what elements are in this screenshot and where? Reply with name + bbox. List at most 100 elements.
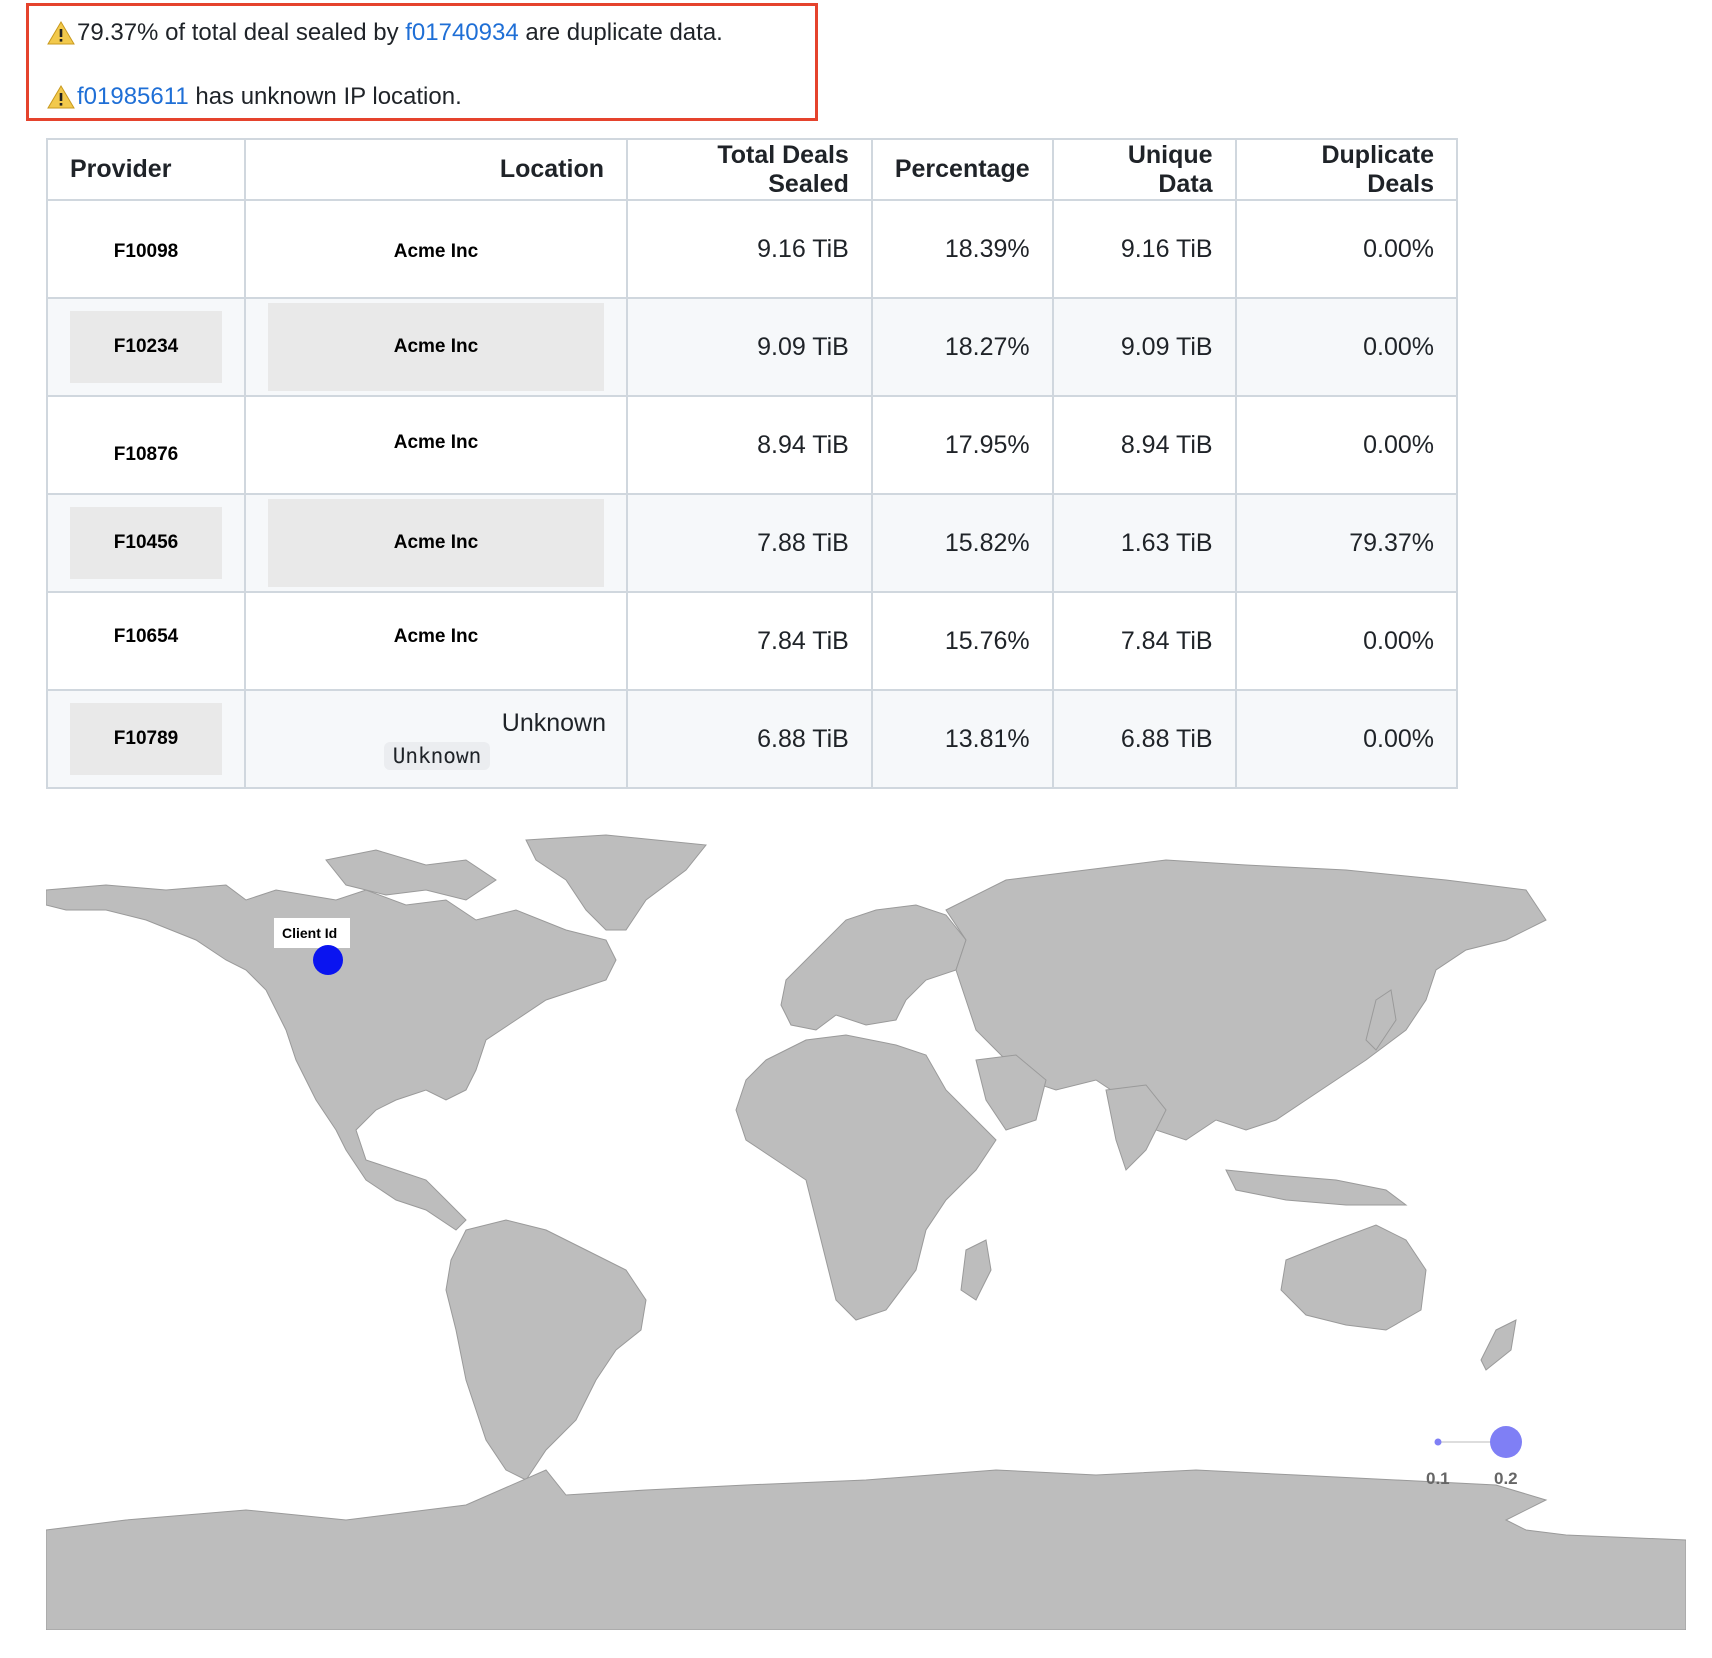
column-header-percentage: Percentage: [870, 138, 1054, 201]
unique-data-cell: 6.88 TiB: [1051, 689, 1237, 789]
column-header-location: Location: [244, 138, 628, 201]
provider-id: F10098: [113, 240, 179, 262]
client-marker[interactable]: Client Id: [274, 918, 350, 975]
provider-cell: F10654: [46, 591, 246, 691]
madagascar-shape: [960, 1239, 992, 1301]
location-name: Acme Inc: [393, 240, 479, 262]
size-legend-small-circle: [1434, 1438, 1442, 1446]
north-america-shape: [45, 884, 617, 1231]
greenland-shape: [525, 834, 707, 931]
location-name: Acme Inc: [268, 499, 604, 587]
duplicate-data-alert: 79.37% of total deal sealed by f01740934…: [47, 18, 723, 48]
size-legend-large-circle: [1490, 1426, 1522, 1458]
percentage-cell: 18.39%: [870, 199, 1054, 299]
indonesia-shape: [1225, 1169, 1408, 1206]
provider-id: F10876: [113, 443, 179, 465]
provider-id: F10789: [70, 703, 222, 775]
provider-id: F10654: [113, 626, 179, 647]
alert-text: are duplicate data.: [525, 19, 723, 46]
arabia-shape: [975, 1054, 1047, 1131]
size-legend: 0.1 0.2: [1426, 1426, 1522, 1488]
total-deals-cell: 6.88 TiB: [626, 689, 873, 789]
duplicate-deals-cell: 0.00%: [1234, 591, 1459, 691]
location-cell: Acme Inc: [244, 493, 628, 593]
provider-link[interactable]: f01740934: [405, 19, 519, 46]
percentage-cell: 18.27%: [870, 297, 1054, 397]
percentage-cell: 15.82%: [870, 493, 1054, 593]
antarctica-shape: [45, 1469, 1687, 1631]
location-name: Unknown: [501, 708, 606, 737]
land-masses: [45, 834, 1687, 1631]
location-name: Acme Inc: [393, 432, 479, 453]
south-america-shape: [445, 1219, 647, 1481]
column-header-total-deals: Total Deals Sealed: [626, 138, 873, 201]
warning-icon: [47, 85, 75, 109]
world-map-svg: Client Id 0.1 0.2: [45, 834, 1687, 1631]
europe-shape: [780, 904, 967, 1031]
provider-link[interactable]: f01985611: [77, 83, 189, 110]
column-header-duplicate-deals: Duplicate Deals: [1234, 138, 1459, 201]
percentage-cell: 17.95%: [870, 395, 1054, 495]
table-header-row: Provider Location Total Deals Sealed Per…: [46, 138, 1459, 201]
location-cell: Acme Inc: [244, 199, 628, 299]
table-row: F10234 Acme Inc 9.09 TiB 18.27% 9.09 TiB…: [46, 297, 1459, 397]
duplicate-deals-cell: 79.37%: [1234, 493, 1459, 593]
table-row: F10098 Acme Inc 9.16 TiB 18.39% 9.16 TiB…: [46, 199, 1459, 299]
total-deals-cell: 7.84 TiB: [626, 591, 873, 691]
japan-shape: [1365, 989, 1397, 1051]
world-map[interactable]: Client Id 0.1 0.2: [45, 830, 1687, 1631]
alert-text: 79.37% of total deal sealed by: [77, 19, 399, 46]
provider-cell: F10876: [46, 395, 246, 495]
asia-shape: [945, 859, 1547, 1141]
total-deals-cell: 7.88 TiB: [626, 493, 873, 593]
warning-icon: [47, 21, 75, 45]
location-code: Unknown: [383, 741, 491, 770]
provider-id: F10234: [70, 311, 222, 383]
size-legend-label-large: 0.2: [1494, 1469, 1518, 1488]
provider-cell: F10098: [46, 199, 246, 299]
alert-text: has unknown IP location.: [195, 83, 462, 110]
unique-data-cell: 8.94 TiB: [1051, 395, 1237, 495]
duplicate-deals-cell: 0.00%: [1234, 689, 1459, 789]
size-legend-label-small: 0.1: [1426, 1469, 1450, 1488]
total-deals-cell: 9.09 TiB: [626, 297, 873, 397]
duplicate-deals-cell: 0.00%: [1234, 395, 1459, 495]
unique-data-cell: 9.16 TiB: [1051, 199, 1237, 299]
column-header-provider: Provider: [46, 138, 246, 201]
provider-table: Provider Location Total Deals Sealed Per…: [46, 138, 1459, 789]
table-row: F10789 Unknown Unknown 6.88 TiB 13.81% 6…: [46, 689, 1459, 789]
provider-cell: F10456: [46, 493, 246, 593]
unique-data-cell: 9.09 TiB: [1051, 297, 1237, 397]
marker-label-box: [274, 918, 350, 948]
location-name: Acme Inc: [268, 303, 604, 391]
total-deals-cell: 9.16 TiB: [626, 199, 873, 299]
marker-label: Client Id: [282, 925, 337, 941]
table-row: F10654 Acme Inc 7.84 TiB 15.76% 7.84 TiB…: [46, 591, 1459, 691]
percentage-cell: 13.81%: [870, 689, 1054, 789]
alert-box: 79.37% of total deal sealed by f01740934…: [26, 3, 818, 121]
australia-shape: [1280, 1224, 1427, 1331]
location-name: Acme Inc: [393, 626, 479, 647]
unique-data-cell: 7.84 TiB: [1051, 591, 1237, 691]
duplicate-deals-cell: 0.00%: [1234, 199, 1459, 299]
location-cell: Acme Inc: [244, 591, 628, 691]
column-header-unique-data: Unique Data: [1051, 138, 1237, 201]
location-cell: Acme Inc: [244, 297, 628, 397]
duplicate-deals-cell: 0.00%: [1234, 297, 1459, 397]
location-cell: Acme Inc: [244, 395, 628, 495]
table-row: F10456 Acme Inc 7.88 TiB 15.82% 1.63 TiB…: [46, 493, 1459, 593]
unique-data-cell: 1.63 TiB: [1051, 493, 1237, 593]
india-shape: [1105, 1084, 1167, 1171]
arctic-islands-shape: [325, 849, 497, 901]
provider-cell: F10234: [46, 297, 246, 397]
new-zealand-shape: [1480, 1319, 1517, 1371]
client-location-dot[interactable]: [313, 945, 343, 975]
percentage-cell: 15.76%: [870, 591, 1054, 691]
provider-cell: F10789: [46, 689, 246, 789]
unknown-location-alert: f01985611 has unknown IP location.: [47, 82, 462, 112]
location-cell: Unknown Unknown: [244, 689, 628, 789]
provider-id: F10456: [70, 507, 222, 579]
total-deals-cell: 8.94 TiB: [626, 395, 873, 495]
africa-shape: [735, 1034, 997, 1321]
table-row: F10876 Acme Inc 8.94 TiB 17.95% 8.94 TiB…: [46, 395, 1459, 495]
